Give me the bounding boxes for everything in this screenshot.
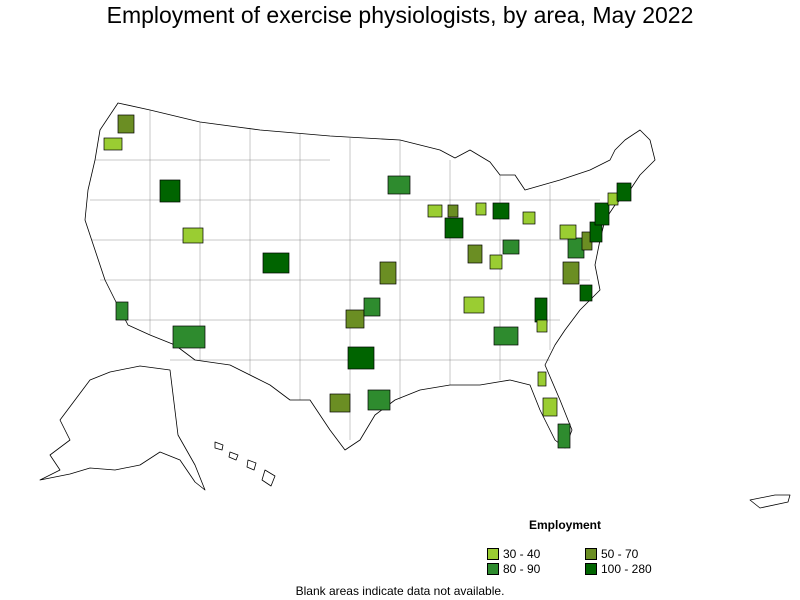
legend-swatch xyxy=(585,563,597,575)
area-tampa xyxy=(542,397,558,417)
legend-title: Employment xyxy=(528,518,601,532)
area-columbia xyxy=(536,319,548,333)
area-charlotte xyxy=(534,297,548,323)
area-milwaukee xyxy=(447,204,459,218)
area-boise xyxy=(159,179,181,203)
legend-swatch xyxy=(487,563,499,575)
area-jacksonville xyxy=(537,371,547,387)
area-boston xyxy=(616,182,632,202)
alaska-outline xyxy=(39,365,206,491)
area-oklahoma xyxy=(345,309,365,329)
area-salt-lake xyxy=(182,227,204,244)
legend-item-30-40: 30 - 40 xyxy=(487,547,540,561)
area-chicago xyxy=(444,217,464,239)
area-hartford xyxy=(607,192,619,206)
map-legend: Employment 30 - 40 50 - 70 80 - 90 100 -… xyxy=(480,518,680,576)
area-denver xyxy=(262,252,290,274)
area-cincinnati xyxy=(489,254,503,270)
legend-label: 80 - 90 xyxy=(503,562,541,576)
area-nashville xyxy=(463,296,485,314)
data-availability-note: Blank areas indicate data not available. xyxy=(295,584,505,598)
legend-item-80-90: 80 - 90 xyxy=(487,562,540,576)
area-detroit xyxy=(492,202,510,220)
legend-item-50-70: 50 - 70 xyxy=(585,547,638,561)
area-houston xyxy=(367,389,391,411)
legend-label: 100 - 280 xyxy=(601,562,652,576)
contiguous-us-outline xyxy=(84,102,656,451)
map-title: Employment of exercise physiologists, by… xyxy=(106,2,694,28)
area-grand-rapids xyxy=(475,202,487,216)
area-dallas xyxy=(347,346,375,370)
legend-label: 50 - 70 xyxy=(601,547,639,561)
area-phoenix xyxy=(172,325,206,349)
area-tulsa xyxy=(363,297,381,317)
legend-label: 30 - 40 xyxy=(503,547,541,561)
hawaii-outline xyxy=(214,441,276,487)
area-portland xyxy=(103,137,123,151)
area-indianapolis xyxy=(467,244,483,264)
colored-areas xyxy=(103,114,632,449)
legend-item-100-280: 100 - 280 xyxy=(585,562,652,576)
legend-swatch xyxy=(487,548,499,560)
area-pittsburgh xyxy=(522,211,536,225)
puerto-rico-outline xyxy=(749,494,791,509)
area-norfolk xyxy=(579,284,593,302)
area-los-angeles xyxy=(115,301,129,321)
area-minneapolis xyxy=(387,175,411,195)
area-seattle xyxy=(117,114,135,134)
area-kansas-city xyxy=(379,261,397,285)
area-boundaries xyxy=(90,110,600,440)
area-columbus xyxy=(502,239,520,255)
area-washington xyxy=(567,237,585,259)
area-richmond xyxy=(562,261,580,285)
area-san-antonio xyxy=(329,393,351,413)
area-atlanta xyxy=(493,326,519,346)
legend-swatch xyxy=(585,548,597,560)
area-harrisburg xyxy=(559,224,577,240)
area-miami xyxy=(557,423,571,449)
area-new-york xyxy=(594,202,610,226)
area-madison xyxy=(427,204,443,218)
